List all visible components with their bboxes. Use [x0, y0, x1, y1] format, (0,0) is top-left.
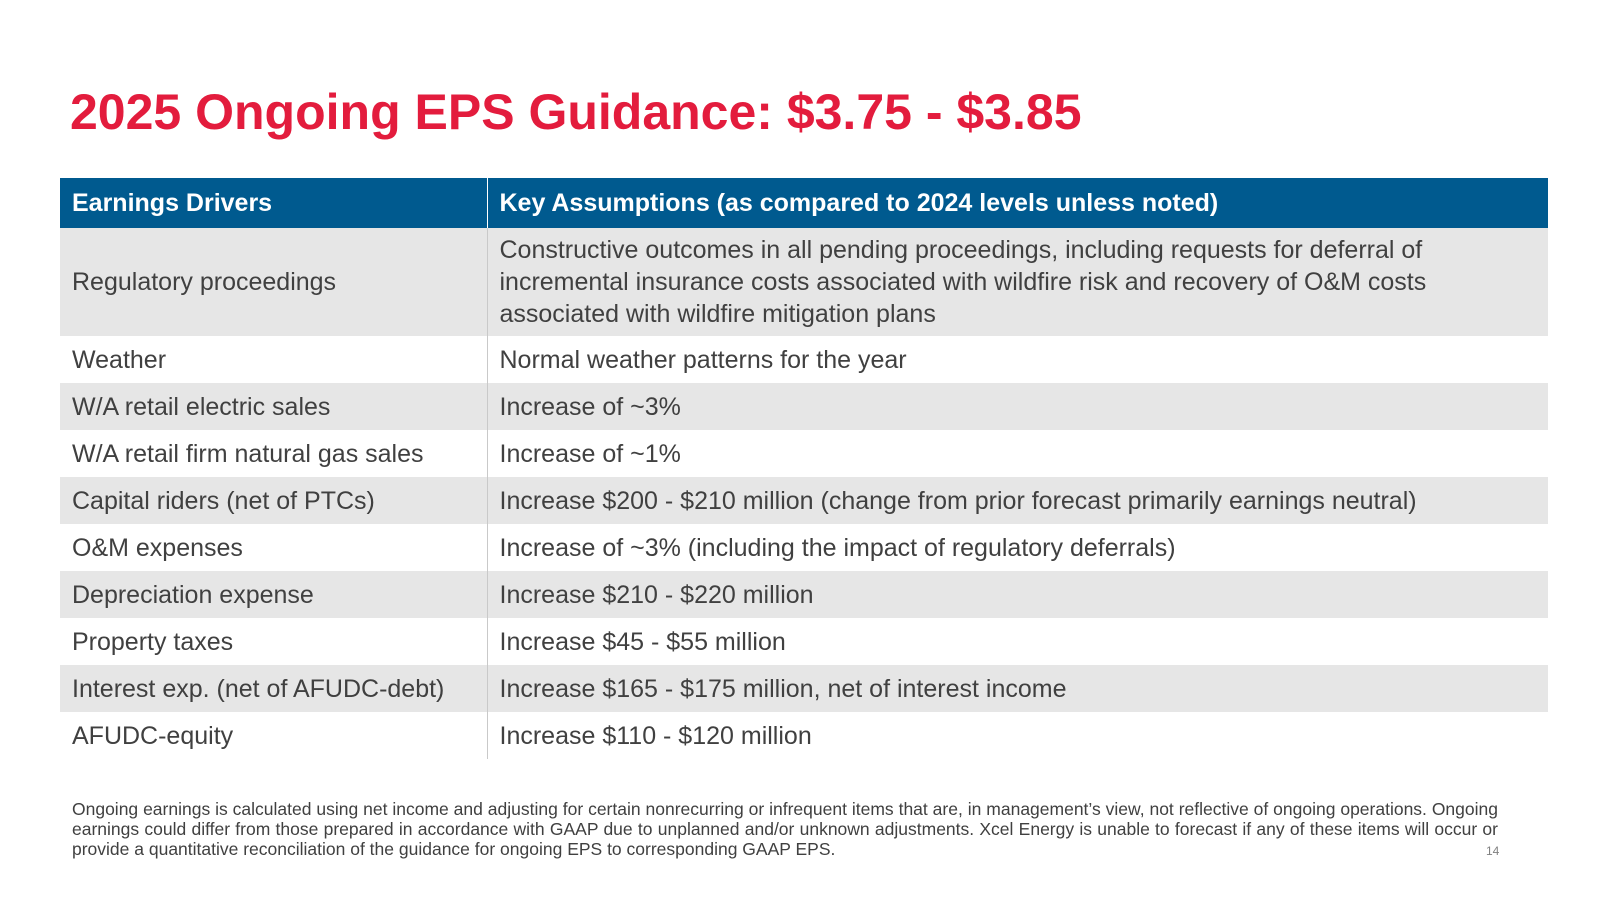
table-row: W/A retail electric sales Increase of ~3… [60, 383, 1548, 430]
driver-cell: Property taxes [60, 618, 487, 665]
table-row: Weather Normal weather patterns for the … [60, 336, 1548, 383]
table-row: Interest exp. (net of AFUDC-debt) Increa… [60, 665, 1548, 712]
guidance-table: Earnings Drivers Key Assumptions (as com… [60, 178, 1548, 759]
driver-cell: AFUDC-equity [60, 712, 487, 759]
table-row: O&M expenses Increase of ~3% (including … [60, 524, 1548, 571]
slide-title: 2025 Ongoing EPS Guidance: $3.75 - $3.85 [70, 84, 1082, 140]
page-number: 14 [1486, 844, 1500, 858]
assumption-cell: Increase $165 - $175 million, net of int… [486, 665, 1548, 712]
table-row: Regulatory proceedings Constructive outc… [60, 228, 1548, 336]
driver-cell: Depreciation expense [60, 571, 487, 618]
assumption-cell: Constructive outcomes in all pending pro… [486, 228, 1548, 336]
header-earnings-drivers: Earnings Drivers [60, 178, 487, 228]
header-key-assumptions: Key Assumptions (as compared to 2024 lev… [486, 178, 1548, 228]
assumption-cell: Increase $200 - $210 million (change fro… [486, 477, 1548, 524]
table-row: AFUDC-equity Increase $110 - $120 millio… [60, 712, 1548, 759]
assumption-cell: Normal weather patterns for the year [486, 336, 1548, 383]
table-header-row: Earnings Drivers Key Assumptions (as com… [60, 178, 1548, 228]
table-row: Property taxes Increase $45 - $55 millio… [60, 618, 1548, 665]
assumption-cell: Increase of ~3% [486, 383, 1548, 430]
driver-cell: W/A retail firm natural gas sales [60, 430, 487, 477]
guidance-table-container: Earnings Drivers Key Assumptions (as com… [60, 178, 1548, 759]
driver-cell: Weather [60, 336, 487, 383]
driver-cell: Interest exp. (net of AFUDC-debt) [60, 665, 487, 712]
assumption-cell: Increase $110 - $120 million [486, 712, 1548, 759]
footnote: Ongoing earnings is calculated using net… [72, 799, 1498, 859]
assumption-cell: Increase $210 - $220 million [486, 571, 1548, 618]
driver-cell: Capital riders (net of PTCs) [60, 477, 487, 524]
table-row: Capital riders (net of PTCs) Increase $2… [60, 477, 1548, 524]
assumption-cell: Increase $45 - $55 million [486, 618, 1548, 665]
assumption-cell: Increase of ~1% [486, 430, 1548, 477]
driver-cell: W/A retail electric sales [60, 383, 487, 430]
assumption-cell: Increase of ~3% (including the impact of… [486, 524, 1548, 571]
driver-cell: Regulatory proceedings [60, 228, 487, 336]
driver-cell: O&M expenses [60, 524, 487, 571]
table-row: W/A retail firm natural gas sales Increa… [60, 430, 1548, 477]
table-row: Depreciation expense Increase $210 - $22… [60, 571, 1548, 618]
